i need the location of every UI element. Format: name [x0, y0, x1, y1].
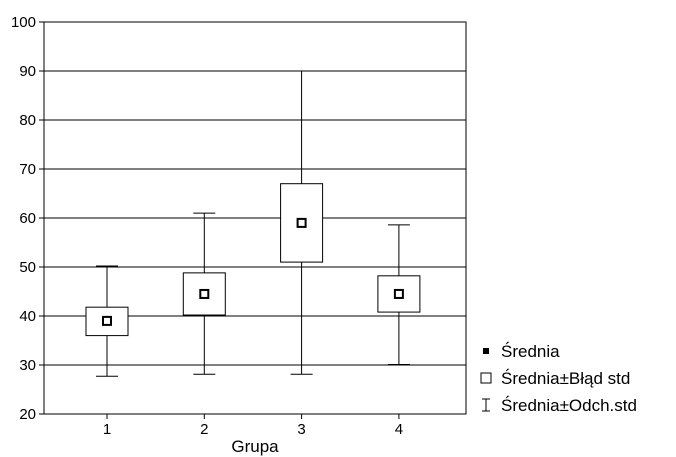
x-tick-label: 2: [200, 421, 208, 438]
box-group-4: [377, 224, 421, 366]
legend: Średnia Średnia±Błąd std Średnia±Odch.std: [480, 342, 637, 415]
box-group-3: [280, 70, 324, 375]
legend-item: Średnia: [483, 342, 560, 361]
y-axis: 20 30 40 50 60 70 80 90 100: [11, 14, 44, 423]
legend-item: Średnia±Odch.std: [482, 396, 637, 415]
legend-label: Średnia±Odch.std: [501, 396, 637, 415]
x-tick-label: 1: [103, 421, 111, 438]
box-group-1: [85, 265, 129, 377]
mean-marker: [102, 315, 112, 326]
x-tick-label: 3: [297, 421, 305, 438]
x-axis-label: Grupa: [231, 437, 279, 456]
box-group-2: [182, 212, 226, 375]
y-tick-label: 70: [19, 161, 36, 178]
y-tick-label: 20: [19, 406, 36, 423]
x-tick-label: 4: [395, 421, 403, 438]
plot-series: [85, 70, 421, 377]
x-axis: 1 2 3 4: [103, 414, 403, 438]
legend-box-icon: [480, 372, 492, 384]
mean-marker: [393, 288, 404, 299]
y-tick-label: 40: [19, 308, 36, 325]
y-tick-label: 80: [19, 112, 36, 129]
legend-label: Średnia: [501, 342, 560, 361]
y-tick-label: 90: [19, 63, 36, 80]
y-tick-label: 50: [19, 259, 36, 276]
mean-marker: [199, 288, 210, 299]
legend-mean-icon: [483, 348, 489, 354]
y-tick-label: 100: [11, 14, 36, 31]
legend-label: Średnia±Błąd std: [501, 369, 630, 388]
mean-marker: [296, 217, 307, 228]
y-tick-label: 60: [19, 210, 36, 227]
y-tick-label: 30: [19, 357, 36, 374]
legend-item: Średnia±Błąd std: [480, 369, 630, 388]
